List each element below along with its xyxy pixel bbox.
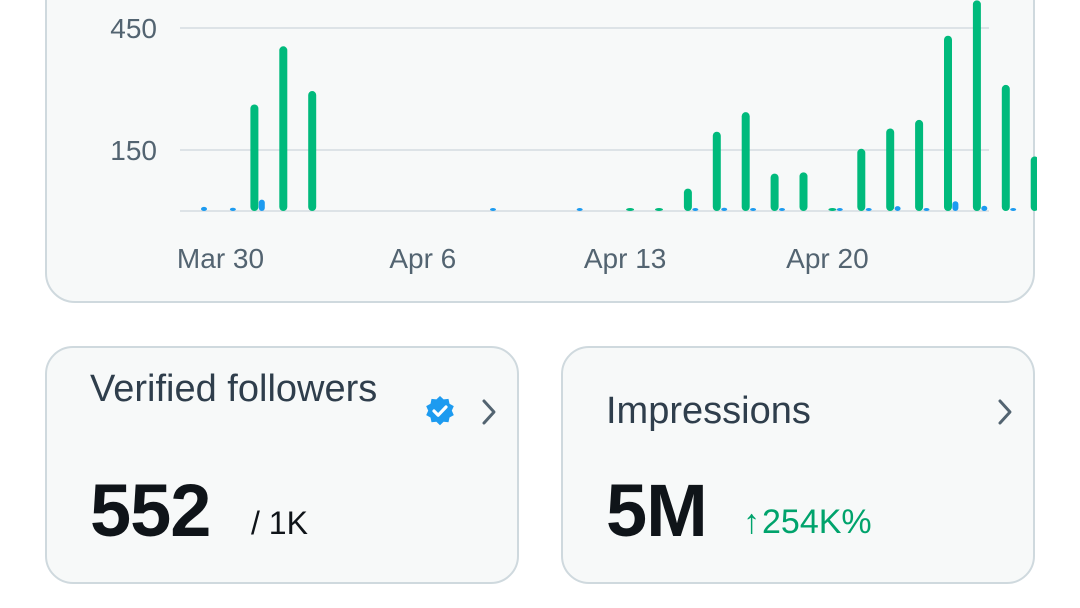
x-tick-label: Apr 6 (389, 243, 456, 274)
bar-blue (894, 206, 901, 211)
arrow-up-icon: ↑ (743, 503, 760, 541)
verified-followers-title: Verified followers (90, 368, 378, 410)
bar-blue (229, 207, 236, 211)
impressions-title: Impressions (606, 390, 811, 432)
bar-green (655, 208, 663, 211)
bar-green (1030, 156, 1037, 211)
y-tick-label: 150 (110, 135, 157, 166)
chevron-right-icon[interactable] (479, 397, 499, 427)
verified-followers-goal: / 1K (251, 505, 308, 541)
bar-green (250, 104, 259, 211)
bar-green (279, 46, 288, 211)
chevron-right-icon[interactable] (995, 397, 1015, 427)
bar-blue (1010, 208, 1017, 211)
bar-blue (836, 208, 843, 211)
bar-green (683, 188, 692, 211)
bar-green (770, 173, 779, 211)
bar-green (741, 112, 750, 211)
impressions-value: 5M (606, 469, 708, 552)
bar-green (972, 0, 981, 212)
bar-green (308, 91, 317, 211)
x-tick-label: Apr 13 (584, 243, 667, 274)
bar-green (712, 131, 721, 211)
x-tick-label: Apr 20 (786, 243, 869, 274)
bar-green (915, 119, 924, 211)
followers-chart-card: 150 450 Mar 30 Apr 6 Apr 13 Apr 20 (45, 0, 1037, 303)
followers-bar-chart: 150 450 Mar 30 Apr 6 Apr 13 Apr 20 (110, 0, 1037, 274)
bar-green (828, 208, 837, 211)
bar-green (1001, 84, 1010, 211)
bar-blue (865, 208, 872, 211)
bar-green (857, 148, 866, 211)
bar-blue (692, 208, 699, 211)
bar-blue (576, 208, 583, 211)
verified-followers-value: 552 (90, 469, 211, 552)
verified-followers-card[interactable]: Verified followers 552 / 1K (45, 346, 519, 584)
bar-green (944, 35, 952, 211)
impressions-change: ↑254K% (743, 503, 872, 542)
bar-blue (258, 199, 265, 211)
bar-green (799, 172, 808, 211)
bar-green (886, 128, 895, 211)
y-tick-label: 450 (110, 13, 157, 44)
bar-blue (750, 208, 757, 211)
bar-blue (779, 208, 785, 211)
bar-blue (923, 208, 930, 211)
bar-blue (201, 206, 207, 211)
impressions-card[interactable]: Impressions 5M ↑254K% (561, 346, 1035, 584)
x-tick-label: Mar 30 (177, 243, 264, 274)
bar-blue (721, 207, 728, 211)
bar-blue (952, 201, 959, 211)
bar-blue (490, 208, 496, 211)
bar-blue (981, 205, 988, 211)
bar-green (626, 208, 635, 211)
impressions-change-value: 254K% (762, 503, 872, 541)
verified-badge-icon (426, 396, 454, 426)
